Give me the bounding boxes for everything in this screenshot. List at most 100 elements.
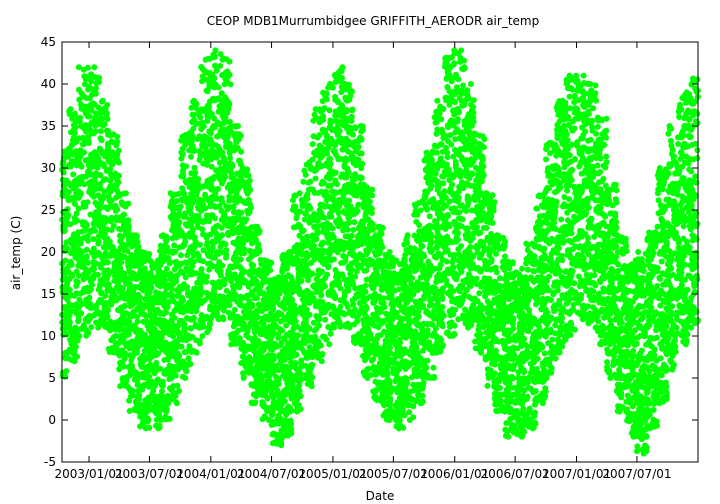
- data-point: [353, 259, 359, 266]
- data-point: [295, 388, 302, 394]
- data-point: [127, 255, 133, 262]
- data-point: [189, 289, 196, 296]
- data-point: [86, 227, 93, 234]
- data-point: [94, 164, 101, 171]
- data-point: [102, 106, 109, 113]
- data-point: [281, 336, 288, 343]
- data-point: [270, 279, 277, 286]
- data-point: [198, 288, 205, 295]
- data-point: [221, 281, 228, 288]
- data-point: [290, 248, 296, 255]
- data-point: [238, 148, 245, 155]
- data-point: [169, 369, 176, 376]
- data-point: [112, 202, 119, 209]
- data-point: [134, 376, 141, 383]
- data-point: [83, 222, 90, 228]
- data-point: [160, 232, 167, 239]
- data-point: [297, 393, 304, 400]
- data-point: [86, 189, 93, 195]
- data-point: [101, 163, 108, 170]
- data-point: [385, 316, 391, 323]
- data-point: [319, 239, 326, 246]
- data-point: [299, 201, 306, 208]
- data-point: [89, 130, 95, 137]
- month-point-group: [86, 64, 103, 331]
- data-point: [342, 158, 349, 165]
- data-point: [127, 284, 134, 291]
- data-point: [194, 250, 201, 257]
- data-point: [302, 210, 309, 217]
- data-point: [337, 303, 344, 310]
- data-point: [288, 430, 295, 437]
- data-point: [230, 203, 237, 210]
- data-point: [351, 211, 358, 218]
- data-point: [364, 314, 370, 321]
- data-point: [97, 252, 104, 259]
- data-point: [60, 223, 67, 230]
- data-point: [93, 152, 100, 159]
- data-point: [68, 112, 75, 119]
- data-point: [320, 89, 327, 96]
- data-point: [341, 164, 348, 170]
- data-point: [200, 324, 206, 330]
- data-point: [405, 291, 412, 298]
- data-point: [184, 284, 191, 291]
- data-point: [208, 315, 215, 322]
- data-point: [301, 336, 307, 343]
- data-point: [263, 270, 270, 277]
- data-point: [106, 197, 113, 204]
- data-point: [95, 238, 102, 245]
- data-point: [233, 188, 240, 195]
- data-point: [203, 234, 210, 241]
- data-point: [227, 81, 234, 88]
- data-point: [70, 247, 77, 254]
- data-point: [251, 326, 258, 333]
- data-point: [60, 270, 67, 276]
- data-point: [61, 180, 68, 186]
- data-point: [187, 204, 194, 211]
- data-point: [219, 199, 226, 206]
- data-point: [385, 294, 392, 301]
- data-point: [278, 442, 285, 449]
- data-point: [76, 333, 83, 339]
- data-point: [374, 335, 381, 342]
- data-point: [102, 215, 109, 222]
- data-point: [170, 218, 177, 225]
- data-point: [121, 201, 128, 208]
- data-point: [405, 363, 412, 370]
- data-point: [317, 342, 324, 349]
- data-point: [76, 178, 83, 185]
- data-point: [111, 265, 118, 272]
- data-point: [301, 216, 308, 223]
- data-point: [157, 274, 164, 280]
- data-point: [280, 433, 287, 440]
- data-point: [305, 364, 312, 370]
- data-point: [178, 155, 185, 162]
- data-point: [309, 141, 316, 148]
- data-point: [201, 67, 208, 74]
- data-point: [290, 353, 297, 360]
- data-point: [83, 246, 90, 253]
- data-point: [169, 235, 176, 242]
- data-point: [300, 257, 307, 264]
- data-point: [406, 348, 413, 355]
- data-point: [162, 283, 169, 290]
- data-point: [239, 223, 245, 230]
- data-point: [170, 391, 177, 398]
- data-point: [310, 133, 317, 140]
- data-point: [170, 383, 177, 390]
- data-point: [350, 308, 357, 315]
- data-point: [88, 107, 95, 114]
- data-point: [152, 326, 158, 333]
- data-point: [112, 154, 119, 161]
- data-point: [164, 304, 171, 310]
- data-point: [219, 262, 226, 269]
- data-point: [65, 212, 72, 219]
- data-point: [191, 97, 197, 104]
- data-point: [117, 226, 124, 233]
- data-point: [177, 232, 184, 239]
- data-point: [86, 95, 93, 102]
- data-point: [362, 257, 369, 264]
- data-point: [350, 131, 356, 138]
- data-point: [410, 403, 417, 410]
